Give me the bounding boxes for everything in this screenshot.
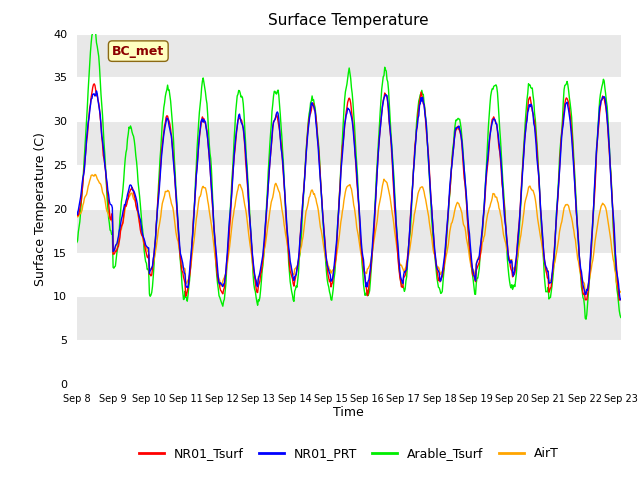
Arable_Tsurf [431,259,439,265]
Line: NR01_PRT: NR01_PRT [77,91,621,300]
AirT [195,199,202,204]
NR01_PRT [73,209,81,215]
AirT [431,254,439,260]
NR01_Tsurf [431,256,439,262]
NR01_PRT [83,135,90,141]
Arable_Tsurf [223,256,231,262]
Bar [77,77,621,121]
Arable_Tsurf [617,314,625,320]
NR01_Tsurf [90,81,98,87]
NR01_Tsurf [616,297,623,303]
Arable_Tsurf [416,96,424,101]
X-axis label: Time: Time [333,407,364,420]
Line: AirT: AirT [77,175,621,293]
Legend: NR01_Tsurf, NR01_PRT, Arable_Tsurf, AirT: NR01_Tsurf, NR01_PRT, Arable_Tsurf, AirT [134,443,564,465]
Arable_Tsurf [90,26,98,32]
NR01_Tsurf [73,213,81,219]
AirT [83,192,90,197]
NR01_PRT [195,143,202,148]
Y-axis label: Surface Temperature (C): Surface Temperature (C) [35,132,47,286]
Bar [77,340,621,384]
Text: BC_met: BC_met [112,45,164,58]
AirT [91,172,99,178]
NR01_PRT [416,103,424,108]
Line: NR01_Tsurf: NR01_Tsurf [77,84,621,300]
Bar [77,165,621,209]
AirT [223,261,231,267]
Title: Surface Temperature: Surface Temperature [269,13,429,28]
AirT [73,214,81,220]
NR01_PRT [617,297,625,302]
Arable_Tsurf [582,316,590,322]
Arable_Tsurf [73,240,81,245]
NR01_PRT [431,253,439,259]
NR01_PRT [223,249,231,255]
Arable_Tsurf [140,236,147,242]
AirT [581,290,589,296]
NR01_Tsurf [416,99,424,105]
NR01_Tsurf [195,143,202,149]
AirT [140,239,147,244]
NR01_Tsurf [83,138,90,144]
NR01_Tsurf [223,254,231,260]
Arable_Tsurf [83,116,90,122]
NR01_PRT [140,234,147,240]
AirT [416,187,424,192]
NR01_PRT [93,88,100,94]
Arable_Tsurf [195,120,202,126]
Line: Arable_Tsurf: Arable_Tsurf [77,29,621,319]
AirT [617,289,625,295]
Bar [77,252,621,296]
NR01_Tsurf [140,236,147,241]
NR01_Tsurf [617,296,625,302]
